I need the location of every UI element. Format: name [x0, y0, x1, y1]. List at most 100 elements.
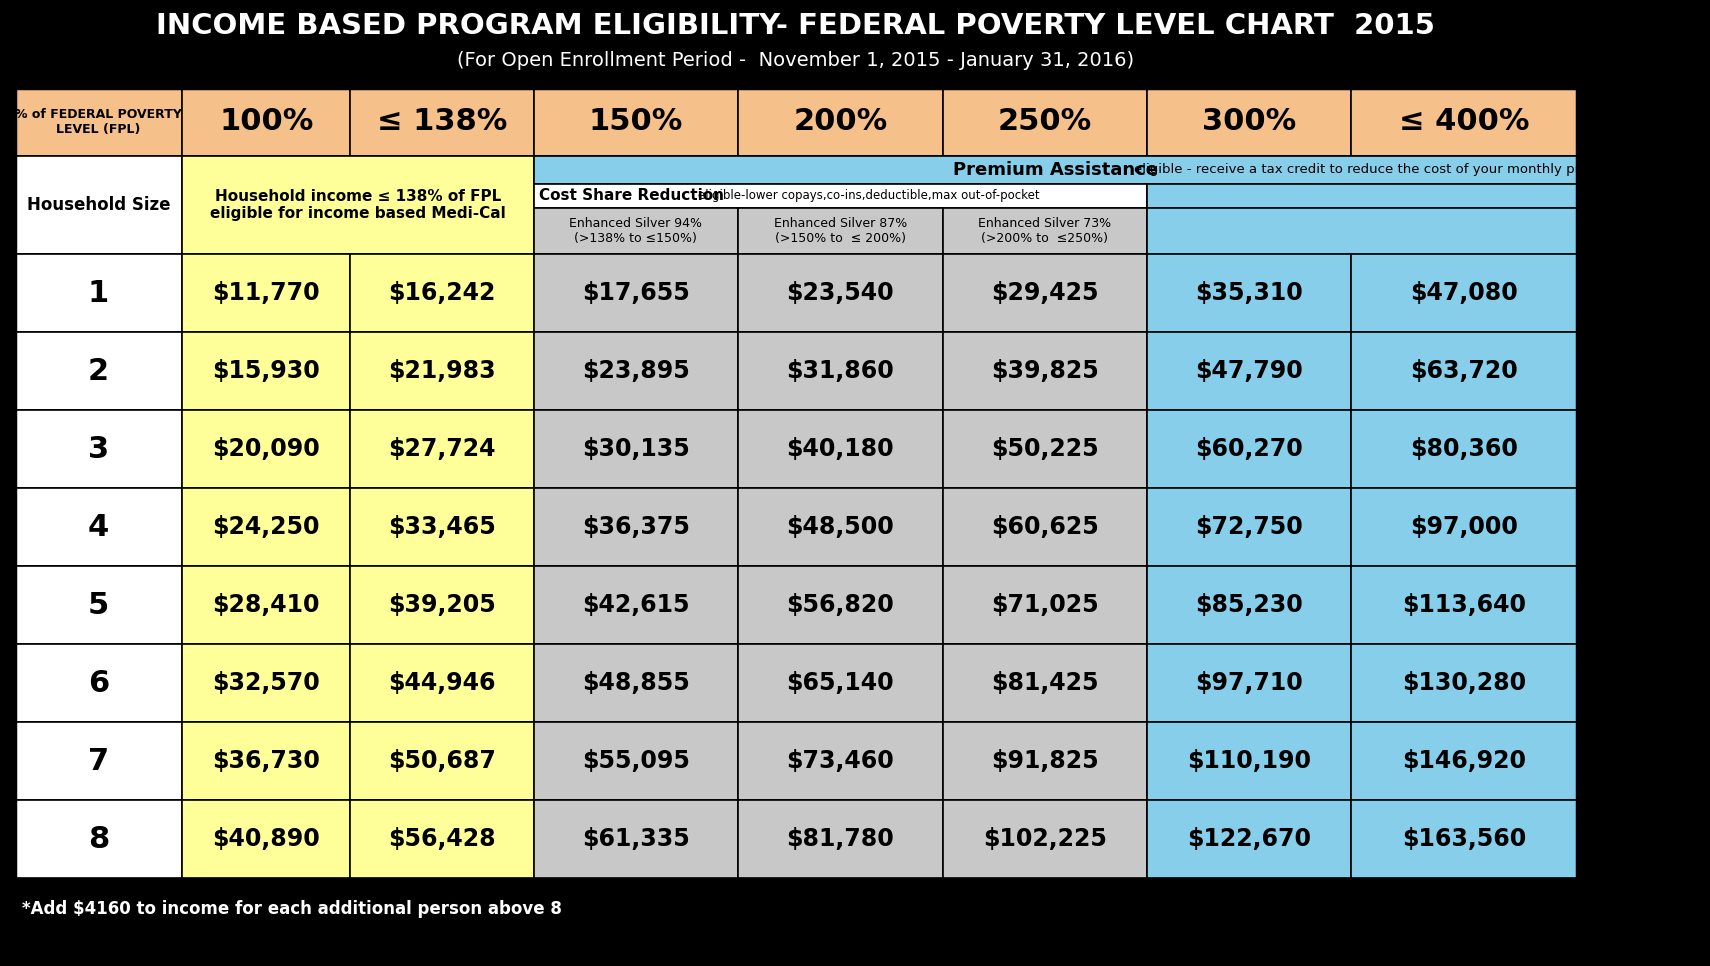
- Bar: [739, 410, 942, 488]
- Bar: [1351, 644, 1577, 722]
- Text: $35,310: $35,310: [1195, 281, 1303, 305]
- Text: $72,750: $72,750: [1195, 515, 1303, 539]
- Text: $85,230: $85,230: [1195, 593, 1303, 617]
- Text: $48,855: $48,855: [581, 671, 689, 695]
- Bar: [942, 88, 1147, 156]
- Text: $28,410: $28,410: [212, 593, 320, 617]
- Text: $73,460: $73,460: [787, 749, 894, 773]
- Text: $27,724: $27,724: [388, 437, 496, 461]
- Text: $20,090: $20,090: [212, 437, 320, 461]
- Bar: [1147, 722, 1351, 800]
- Text: $50,687: $50,687: [388, 749, 496, 773]
- Bar: [739, 254, 942, 332]
- Bar: [1147, 410, 1351, 488]
- Bar: [351, 410, 534, 488]
- Bar: [534, 88, 739, 156]
- Text: $113,640: $113,640: [1402, 593, 1525, 617]
- Text: Cost Share Reduction: Cost Share Reduction: [539, 188, 723, 204]
- Bar: [15, 644, 183, 722]
- Text: 4: 4: [87, 513, 109, 542]
- Bar: [351, 644, 534, 722]
- Bar: [15, 410, 183, 488]
- Bar: [351, 254, 534, 332]
- Bar: [739, 488, 942, 566]
- Bar: [1351, 722, 1577, 800]
- Text: $15,930: $15,930: [212, 359, 320, 383]
- Text: (For Open Enrollment Period -  November 1, 2015 - January 31, 2016): (For Open Enrollment Period - November 1…: [457, 51, 1134, 71]
- Bar: [942, 254, 1147, 332]
- Bar: [15, 566, 183, 644]
- Text: $130,280: $130,280: [1402, 671, 1525, 695]
- Bar: [1351, 410, 1577, 488]
- Text: $48,500: $48,500: [787, 515, 894, 539]
- Bar: [534, 208, 739, 254]
- Text: 250%: 250%: [997, 107, 1093, 136]
- Bar: [1351, 800, 1577, 878]
- Bar: [183, 156, 534, 254]
- Text: $80,360: $80,360: [1411, 437, 1518, 461]
- Text: $23,540: $23,540: [787, 281, 894, 305]
- Bar: [15, 800, 183, 878]
- Text: 100%: 100%: [219, 107, 313, 136]
- Text: ≤ 400%: ≤ 400%: [1399, 107, 1529, 136]
- Bar: [183, 88, 351, 156]
- Bar: [351, 332, 534, 410]
- Bar: [534, 566, 739, 644]
- Text: % of FEDERAL POVERTY
LEVEL (FPL): % of FEDERAL POVERTY LEVEL (FPL): [15, 108, 181, 136]
- Bar: [739, 800, 942, 878]
- Bar: [534, 488, 739, 566]
- Bar: [1351, 88, 1577, 156]
- Text: Premium Assistance: Premium Assistance: [952, 161, 1158, 179]
- Bar: [942, 566, 1147, 644]
- Text: ≤ 138%: ≤ 138%: [376, 107, 508, 136]
- Bar: [739, 332, 942, 410]
- Bar: [351, 722, 534, 800]
- Bar: [351, 488, 534, 566]
- Text: 7: 7: [87, 747, 109, 776]
- Bar: [1147, 254, 1351, 332]
- Text: $63,720: $63,720: [1411, 359, 1518, 383]
- Bar: [351, 88, 534, 156]
- Text: $39,205: $39,205: [388, 593, 496, 617]
- Text: $31,860: $31,860: [787, 359, 894, 383]
- Text: $50,225: $50,225: [990, 437, 1098, 461]
- Text: $40,180: $40,180: [787, 437, 894, 461]
- Text: $42,615: $42,615: [581, 593, 689, 617]
- Text: $55,095: $55,095: [581, 749, 689, 773]
- Text: $16,242: $16,242: [388, 281, 496, 305]
- Bar: [1351, 488, 1577, 566]
- Text: $24,250: $24,250: [212, 515, 320, 539]
- Text: $47,790: $47,790: [1195, 359, 1303, 383]
- Bar: [534, 156, 1577, 184]
- Bar: [183, 800, 351, 878]
- Text: $65,140: $65,140: [787, 671, 894, 695]
- Text: Enhanced Silver 73%
(>200% to  ≤250%): Enhanced Silver 73% (>200% to ≤250%): [978, 217, 1112, 245]
- Bar: [942, 488, 1147, 566]
- Bar: [1147, 488, 1351, 566]
- Bar: [15, 88, 1577, 891]
- Text: INCOME BASED PROGRAM ELIGIBILITY- FEDERAL POVERTY LEVEL CHART  2015: INCOME BASED PROGRAM ELIGIBILITY- FEDERA…: [156, 12, 1435, 40]
- Bar: [1351, 566, 1577, 644]
- Text: 6: 6: [87, 668, 109, 697]
- Text: $30,135: $30,135: [581, 437, 689, 461]
- Bar: [1147, 88, 1351, 156]
- Text: $36,375: $36,375: [581, 515, 689, 539]
- Bar: [739, 208, 942, 254]
- Text: eligible - receive a tax credit to reduce the cost of your monthly premiums.: eligible - receive a tax credit to reduc…: [1134, 163, 1636, 177]
- Bar: [1351, 332, 1577, 410]
- Text: 300%: 300%: [1202, 107, 1296, 136]
- Bar: [534, 800, 739, 878]
- Bar: [942, 644, 1147, 722]
- Bar: [942, 332, 1147, 410]
- Bar: [351, 566, 534, 644]
- Bar: [942, 208, 1147, 254]
- Text: $163,560: $163,560: [1402, 827, 1527, 851]
- Text: $11,770: $11,770: [212, 281, 320, 305]
- Text: $71,025: $71,025: [990, 593, 1098, 617]
- Bar: [534, 254, 739, 332]
- Bar: [942, 410, 1147, 488]
- Text: $36,730: $36,730: [212, 749, 320, 773]
- Bar: [1147, 644, 1351, 722]
- Text: 3: 3: [87, 435, 109, 464]
- Bar: [739, 88, 942, 156]
